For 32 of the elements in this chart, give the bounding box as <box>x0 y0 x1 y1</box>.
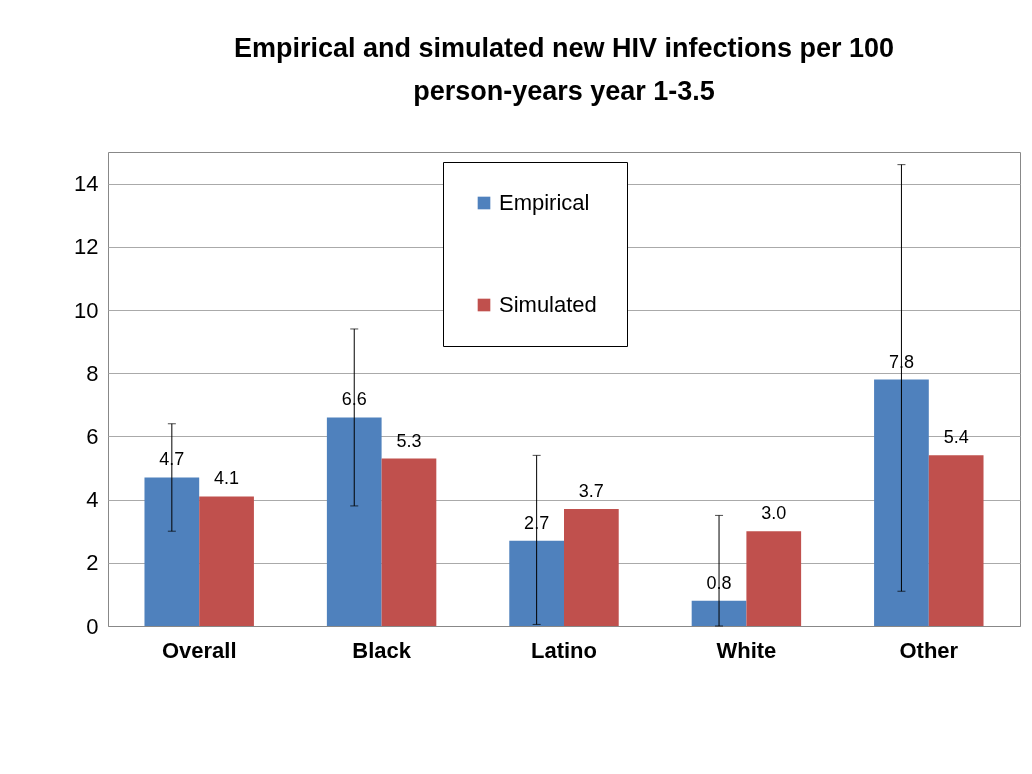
x-tick-label: Black <box>352 637 412 663</box>
data-label: 4.1 <box>214 468 240 489</box>
bar <box>199 496 254 626</box>
data-label: 0.8 <box>706 572 732 593</box>
y-tick-label: 10 <box>74 297 99 323</box>
y-tick-label: 8 <box>86 360 99 386</box>
bar <box>564 509 619 626</box>
bar <box>874 379 929 626</box>
data-label: 5.3 <box>396 430 422 451</box>
x-tick-label: Latino <box>531 637 597 663</box>
data-label: 3.7 <box>578 481 604 502</box>
y-tick-label: 14 <box>74 171 99 197</box>
y-tick-label: 12 <box>74 234 99 260</box>
x-tick-label: Other <box>899 637 959 663</box>
x-tick-label: White <box>716 637 777 663</box>
bar <box>144 477 200 626</box>
x-tick-label: Overall <box>161 637 237 663</box>
bar <box>381 458 437 626</box>
legend-label: Empirical <box>499 190 590 215</box>
data-label: 5.4 <box>943 427 969 448</box>
bar <box>326 417 382 626</box>
bar <box>509 540 564 626</box>
bar <box>746 531 802 626</box>
y-tick-label: 6 <box>86 423 99 449</box>
data-label: 3.0 <box>761 503 787 524</box>
y-tick-label: 4 <box>86 487 99 513</box>
y-tick-label: 0 <box>86 613 99 639</box>
chart-title: Empirical and simulated new HIV infections per 100 person-years year 1-3.5 <box>233 33 895 106</box>
bar <box>691 600 747 626</box>
bar <box>928 455 984 626</box>
legend-label: Simulated <box>499 292 597 317</box>
y-tick-label: 2 <box>86 550 99 576</box>
